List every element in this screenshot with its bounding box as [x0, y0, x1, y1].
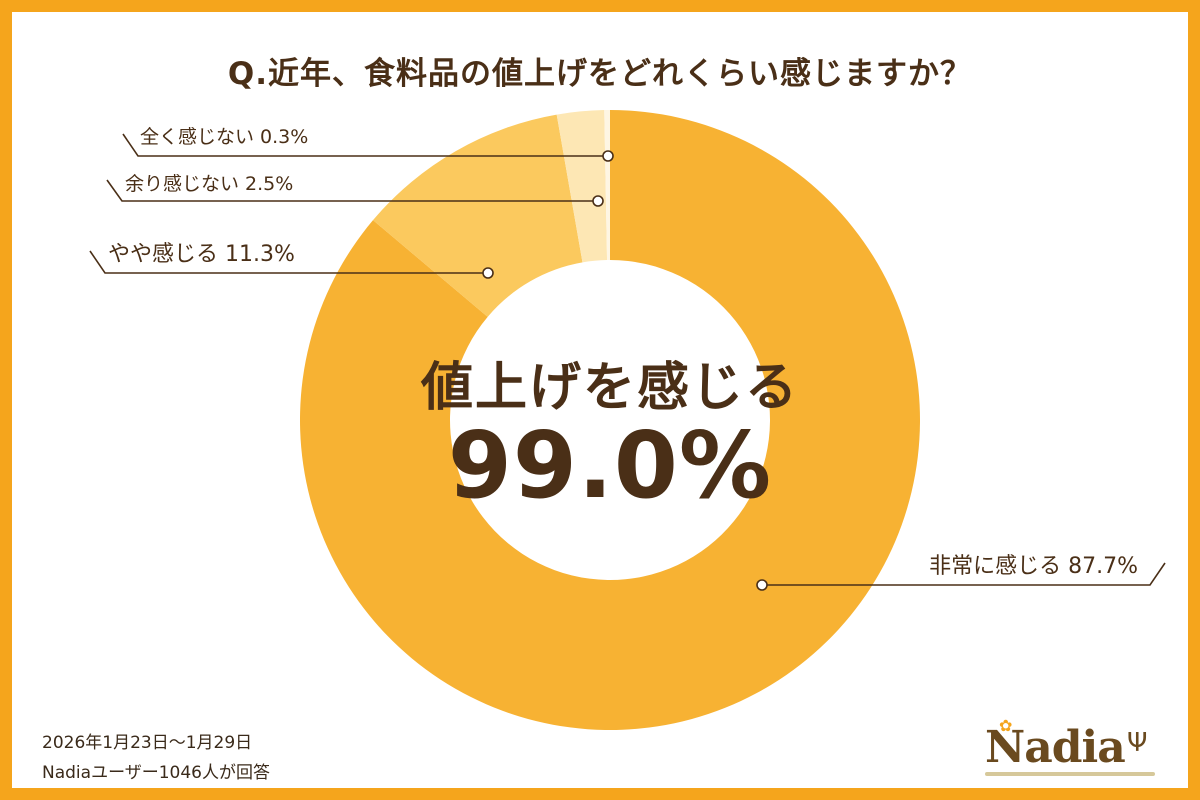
leader-line-somewhat: [89, 250, 488, 274]
leader-dot-somewhat: [482, 267, 494, 279]
respondent-count: Nadiaユーザー1046人が回答: [42, 763, 270, 783]
slice-label-none: 全く感じない 0.3%: [140, 126, 308, 148]
donut-slice-very: [299, 110, 920, 730]
leader-dot-little: [592, 195, 604, 207]
donut-slice-none: [604, 110, 610, 261]
flower-icon: ✿: [999, 716, 1013, 735]
donut-slice-little: [556, 110, 608, 263]
slice-label-somewhat: やや感じる 11.3%: [108, 242, 295, 267]
donut-slice-somewhat: [373, 114, 583, 317]
fork-icon: Ψ: [1127, 728, 1148, 758]
leader-dot-very: [756, 579, 768, 591]
center-value: 99.0%: [447, 412, 773, 519]
survey-date-range: 2026年1月23日～1月29日: [42, 733, 253, 753]
center-caption: 値上げを感じる: [420, 358, 799, 418]
leader-dot-none: [602, 150, 614, 162]
logo-underline: [985, 772, 1155, 776]
slice-label-little: 余り感じない 2.5%: [125, 173, 293, 195]
chart-title: Q.近年、食料品の値上げをどれくらい感じますか？: [227, 56, 973, 92]
leader-line-very: [762, 562, 1166, 586]
nadia-logo: ✿ Nadia Ψ: [985, 716, 1165, 782]
leader-line-none: [122, 133, 608, 157]
slice-label-very: 非常に感じる 87.7%: [929, 554, 1138, 579]
leader-line-little: [106, 179, 598, 202]
logo-text: Nadia: [985, 722, 1126, 773]
